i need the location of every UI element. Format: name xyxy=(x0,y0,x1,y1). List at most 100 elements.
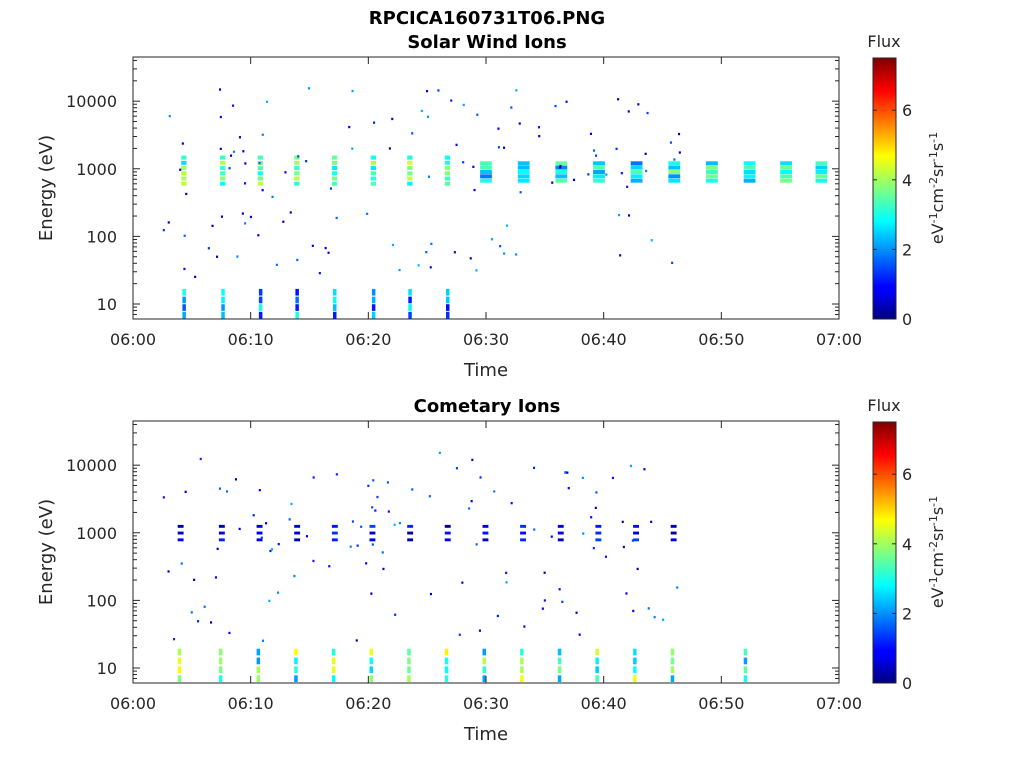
heatmap-cell xyxy=(369,657,373,665)
heatmap-cell xyxy=(510,502,513,505)
heatmap-cell xyxy=(653,616,656,619)
heatmap-cell xyxy=(480,165,492,170)
heatmap-cell xyxy=(631,539,634,542)
heatmap-cell xyxy=(706,161,718,166)
heatmap-cell xyxy=(382,567,385,571)
heatmap-cell xyxy=(355,639,358,642)
heatmap-cell xyxy=(630,161,643,166)
heatmap-cell xyxy=(444,531,451,535)
heatmap-cell xyxy=(670,666,675,674)
heatmap-cell xyxy=(555,174,568,179)
heatmap-cell xyxy=(387,510,390,513)
heatmap-cell xyxy=(645,169,648,173)
heatmap-cell xyxy=(629,464,632,468)
heatmap-cell xyxy=(294,657,298,665)
heatmap-cell xyxy=(633,675,637,682)
heatmap-cell xyxy=(265,522,268,525)
heatmap-cell xyxy=(294,176,300,181)
heatmap-cell xyxy=(470,500,473,503)
heatmap-cell xyxy=(520,675,524,682)
heatmap-cell xyxy=(482,657,486,665)
colorbar-tick-label: 6 xyxy=(902,465,912,484)
heatmap-cell xyxy=(520,648,524,656)
panel-solar-wind: Solar Wind Ions 10 100 1000 10000 06:00 06:1… xyxy=(36,32,947,381)
heatmap-cell xyxy=(360,525,363,528)
heatmap-cell xyxy=(181,155,187,160)
colorbar-tick-label: 0 xyxy=(902,674,912,693)
heatmap-cell xyxy=(633,524,639,528)
heatmap-cell xyxy=(228,167,231,170)
heatmap-cell xyxy=(455,143,458,146)
heatmap-cells-cometary xyxy=(162,451,748,682)
heatmap-cell xyxy=(381,551,384,554)
heatmap-cell xyxy=(221,311,225,319)
heatmap-cell xyxy=(181,181,187,186)
heatmap-cell xyxy=(258,296,263,304)
heatmap-cell xyxy=(555,165,568,170)
heatmap-cell xyxy=(182,296,186,304)
heatmap-cell xyxy=(417,264,420,267)
heatmap-cell xyxy=(503,146,506,149)
colorbar-solar-wind xyxy=(872,57,897,320)
heatmap-cell xyxy=(356,544,359,547)
heatmap-cell xyxy=(523,625,526,628)
heatmap-cell xyxy=(244,162,247,165)
heatmap-cell xyxy=(369,648,373,656)
heatmap-cell xyxy=(706,165,718,170)
heatmap-cell xyxy=(444,166,451,171)
heatmap-cell xyxy=(815,178,828,183)
colorbar-ticks-cometary: 0 2 4 6 xyxy=(873,465,912,693)
heatmap-cell xyxy=(429,592,432,596)
heatmap-cells-solar-wind xyxy=(162,87,828,319)
heatmap-cell xyxy=(333,296,337,304)
heatmap-cell xyxy=(211,224,214,227)
heatmap-cell xyxy=(668,170,681,174)
heatmap-cell xyxy=(444,160,451,165)
x-tick-label: 06:50 xyxy=(698,330,744,349)
heatmap-cell xyxy=(428,495,431,498)
heatmap-cell xyxy=(258,288,263,296)
y-tick-label: 10000 xyxy=(66,92,117,111)
heatmap-cell xyxy=(520,666,524,674)
heatmap-cell xyxy=(543,599,546,602)
heatmap-cell xyxy=(476,113,479,116)
heatmap-cell xyxy=(628,214,631,217)
heatmap-cell xyxy=(482,675,486,682)
heatmap-cell xyxy=(333,304,337,311)
heatmap-cell xyxy=(296,258,299,262)
heatmap-cell xyxy=(497,127,500,130)
heatmap-cell xyxy=(331,648,336,656)
y-tick-label: 100 xyxy=(86,227,117,246)
heatmap-cell xyxy=(633,538,639,542)
heatmap-cell xyxy=(482,531,489,535)
heatmap-cell xyxy=(594,506,597,509)
x-tick-label: 06:10 xyxy=(228,330,274,349)
colorbar-tick-label: 2 xyxy=(902,240,912,259)
heatmap-cell xyxy=(244,222,247,225)
heatmap-cell xyxy=(520,657,524,665)
heatmap-cell xyxy=(557,538,564,542)
heatmap-cell xyxy=(234,478,237,481)
heatmap-cell xyxy=(480,161,492,166)
heatmap-cell xyxy=(261,189,264,192)
heatmap-cell xyxy=(294,160,300,165)
x-ticks-cometary: 06:00 06:10 06:20 06:30 06:40 06:50 07:00 xyxy=(110,421,862,713)
heatmap-cell xyxy=(611,476,614,480)
heatmap-cell xyxy=(453,251,456,254)
heatmap-cell xyxy=(305,160,308,163)
heatmap-cell xyxy=(391,243,394,247)
heatmap-cell xyxy=(270,548,273,551)
y-tick-label: 1000 xyxy=(76,160,117,179)
heatmap-cell xyxy=(228,631,231,635)
y-axis-label-solar-wind: Energy (eV) xyxy=(36,135,57,241)
heatmap-cell xyxy=(257,181,263,186)
heatmap-cell xyxy=(351,89,354,93)
heatmap-cell xyxy=(593,161,605,166)
heatmap-cell xyxy=(589,132,592,135)
heatmap-cell xyxy=(537,126,540,129)
heatmap-cell xyxy=(369,666,373,674)
heatmap-cell xyxy=(478,629,481,632)
y-tick-label: 10000 xyxy=(66,456,117,475)
heatmap-cell xyxy=(668,165,681,170)
heatmap-cell xyxy=(295,304,299,311)
